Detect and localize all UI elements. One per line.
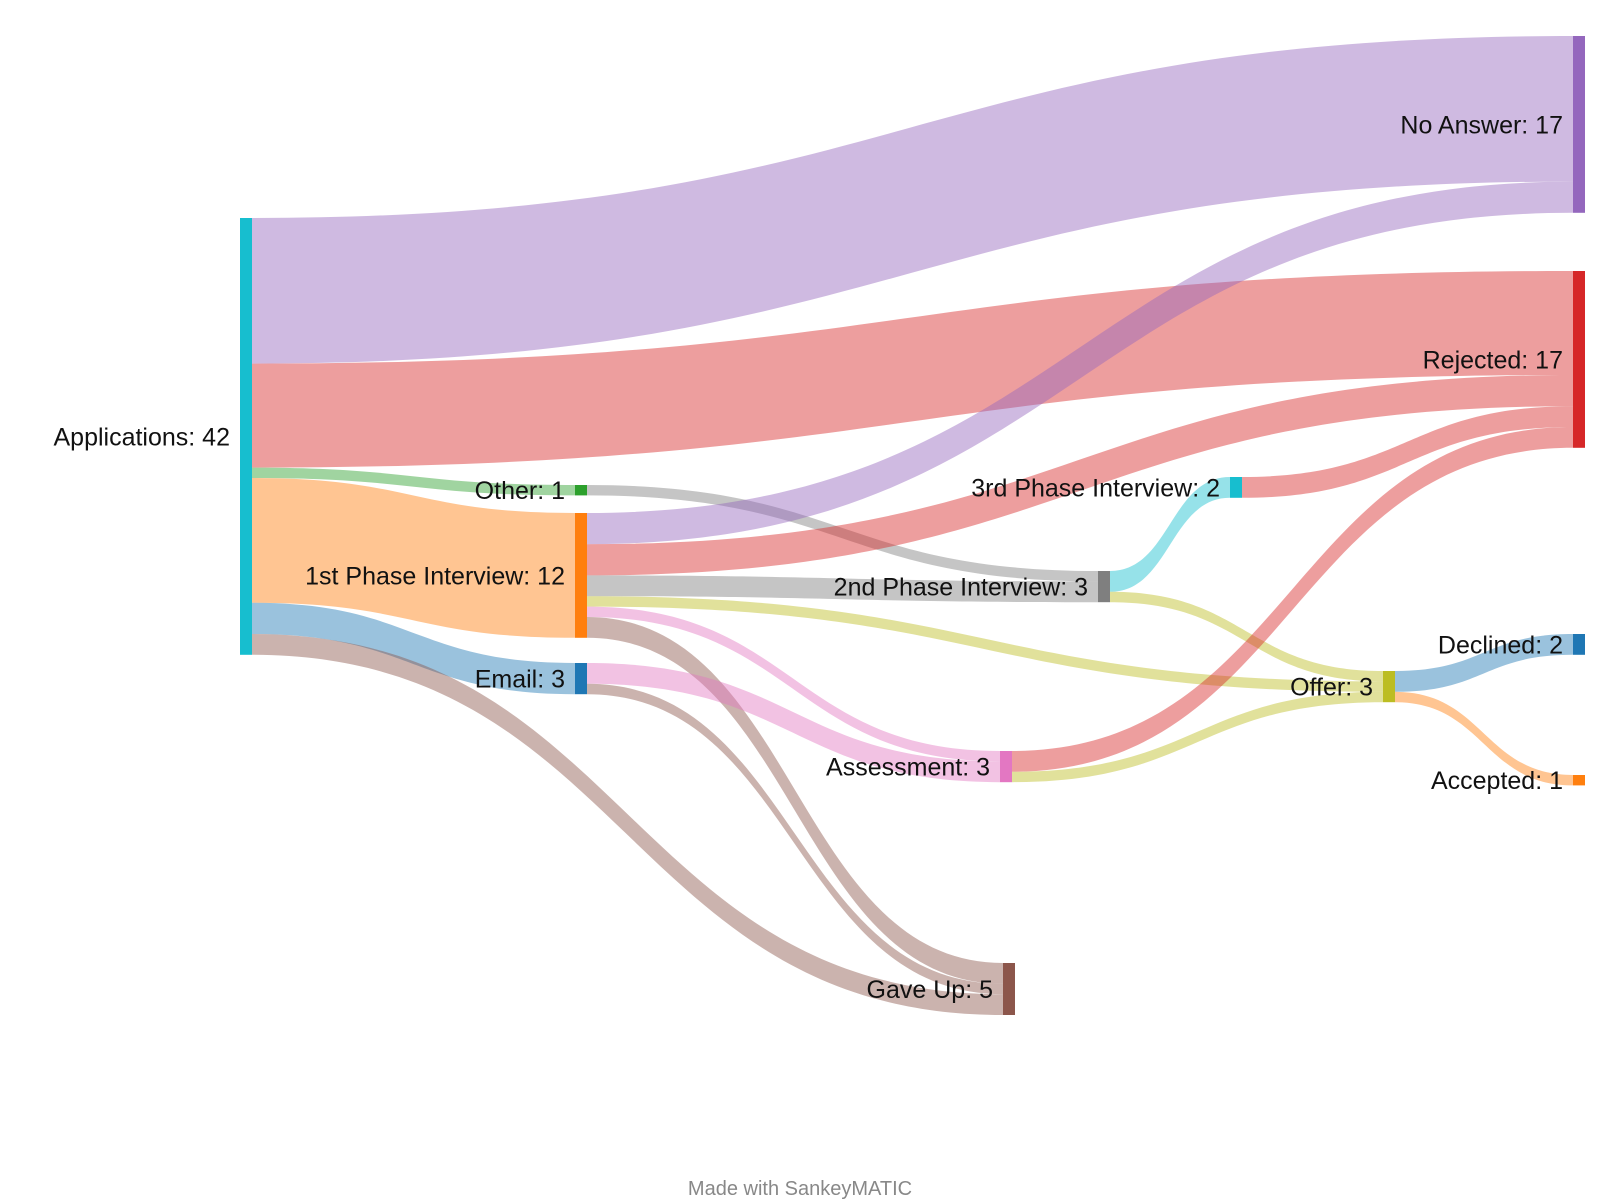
flow-assessment-to-offer bbox=[1012, 691, 1383, 783]
node-label-gaveup: Gave Up: 5 bbox=[867, 976, 993, 1004]
flow-first-to-assessment bbox=[587, 606, 1000, 762]
node-other bbox=[575, 485, 587, 496]
flow-assessment-to-rejected bbox=[1012, 427, 1573, 772]
flow-applications-to-email bbox=[252, 602, 575, 695]
node-label-first: 1st Phase Interview: 12 bbox=[305, 562, 565, 590]
node-label-rejected: Rejected: 17 bbox=[1423, 346, 1563, 374]
flow-first-to-second bbox=[587, 575, 1098, 603]
node-label-accepted: Accepted: 1 bbox=[1431, 767, 1563, 795]
node-label-other: Other: 1 bbox=[475, 477, 565, 505]
node-label-declined: Declined: 2 bbox=[1438, 631, 1563, 659]
label-layer: Applications: 42 Other: 1 1st Phase Interv… bbox=[53, 111, 1563, 1004]
node-assessment bbox=[1000, 751, 1012, 783]
flow-third-to-rejected bbox=[1242, 406, 1573, 498]
node-label-noanswer: No Answer: 17 bbox=[1400, 111, 1563, 139]
node-gaveup bbox=[1003, 963, 1015, 1015]
flow-other-to-second bbox=[587, 485, 1098, 582]
node-label-assessment: Assessment: 3 bbox=[826, 754, 990, 782]
node-rejected bbox=[1573, 271, 1585, 448]
node-layer bbox=[240, 36, 1585, 1015]
flow-first-to-gaveup bbox=[587, 617, 1003, 984]
flow-applications-to-other bbox=[252, 467, 575, 496]
flow-applications-to-rejected bbox=[252, 271, 1573, 468]
node-noanswer bbox=[1573, 36, 1585, 213]
flow-applications-to-first bbox=[252, 478, 575, 638]
node-label-email: Email: 3 bbox=[475, 666, 565, 694]
node-declined bbox=[1573, 634, 1585, 655]
flow-offer-to-declined bbox=[1395, 634, 1573, 692]
flow-email-to-gaveup bbox=[587, 683, 1003, 995]
flow-first-to-noanswer bbox=[587, 181, 1573, 545]
node-first bbox=[575, 513, 587, 638]
flow-applications-to-noanswer bbox=[252, 36, 1573, 364]
flow-second-to-third bbox=[1110, 477, 1230, 592]
flow-first-to-offer bbox=[587, 596, 1383, 692]
node-label-offer: Offer: 3 bbox=[1290, 674, 1373, 702]
flow-layer bbox=[252, 36, 1573, 1015]
node-second bbox=[1098, 571, 1110, 603]
node-offer bbox=[1383, 671, 1395, 703]
node-third bbox=[1230, 477, 1242, 498]
flow-email-to-assessment bbox=[587, 663, 1000, 783]
node-label-third: 3rd Phase Interview: 2 bbox=[971, 474, 1220, 502]
node-accepted bbox=[1573, 775, 1585, 786]
node-email bbox=[575, 663, 587, 695]
flow-offer-to-accepted bbox=[1395, 691, 1573, 786]
flow-second-to-offer bbox=[1110, 591, 1383, 682]
node-label-applications: Applications: 42 bbox=[53, 423, 230, 451]
sankeymatic-credit: Made with SankeyMATIC bbox=[688, 1178, 912, 1200]
flow-first-to-rejected bbox=[587, 375, 1573, 576]
node-applications bbox=[240, 218, 252, 655]
flow-applications-to-gaveup bbox=[252, 634, 1003, 1015]
node-label-second: 2nd Phase Interview: 3 bbox=[834, 574, 1088, 602]
